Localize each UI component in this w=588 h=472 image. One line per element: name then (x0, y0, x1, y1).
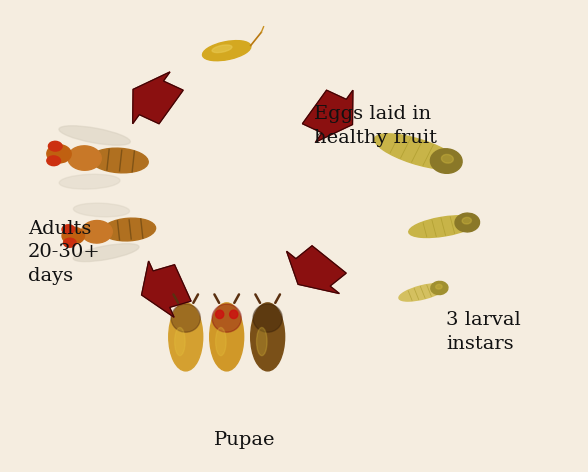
Polygon shape (302, 90, 353, 142)
Ellipse shape (171, 304, 201, 332)
Ellipse shape (59, 174, 120, 189)
Ellipse shape (62, 227, 85, 244)
Ellipse shape (430, 149, 462, 173)
Ellipse shape (442, 154, 453, 163)
Ellipse shape (436, 285, 442, 289)
Ellipse shape (47, 156, 61, 166)
Ellipse shape (91, 148, 148, 173)
Ellipse shape (375, 134, 459, 169)
Ellipse shape (431, 281, 448, 295)
Ellipse shape (48, 141, 62, 151)
Polygon shape (286, 246, 346, 294)
Text: Eggs laid in
healthy fruit: Eggs laid in healthy fruit (315, 105, 437, 146)
Ellipse shape (250, 303, 285, 371)
Ellipse shape (62, 225, 75, 234)
Ellipse shape (81, 220, 112, 243)
Ellipse shape (74, 244, 139, 261)
Ellipse shape (462, 218, 472, 224)
Ellipse shape (175, 328, 185, 355)
Ellipse shape (68, 146, 101, 170)
Ellipse shape (74, 203, 129, 217)
Ellipse shape (64, 238, 76, 247)
Polygon shape (133, 72, 183, 124)
Ellipse shape (399, 284, 446, 301)
Ellipse shape (409, 216, 477, 237)
Ellipse shape (216, 328, 226, 355)
Ellipse shape (212, 304, 241, 332)
Ellipse shape (253, 304, 282, 332)
Text: Adults
20-30+
days: Adults 20-30+ days (28, 220, 101, 285)
Ellipse shape (455, 213, 480, 232)
Ellipse shape (212, 45, 232, 52)
Ellipse shape (230, 310, 238, 319)
Text: Pupae: Pupae (213, 431, 275, 449)
Ellipse shape (102, 218, 156, 241)
Ellipse shape (59, 126, 131, 145)
Ellipse shape (216, 310, 224, 319)
Polygon shape (142, 261, 191, 317)
Ellipse shape (47, 144, 71, 163)
Ellipse shape (210, 303, 243, 371)
Text: 3 larval
instars: 3 larval instars (446, 312, 521, 353)
Ellipse shape (256, 328, 267, 355)
Ellipse shape (202, 41, 251, 61)
Ellipse shape (169, 303, 203, 371)
